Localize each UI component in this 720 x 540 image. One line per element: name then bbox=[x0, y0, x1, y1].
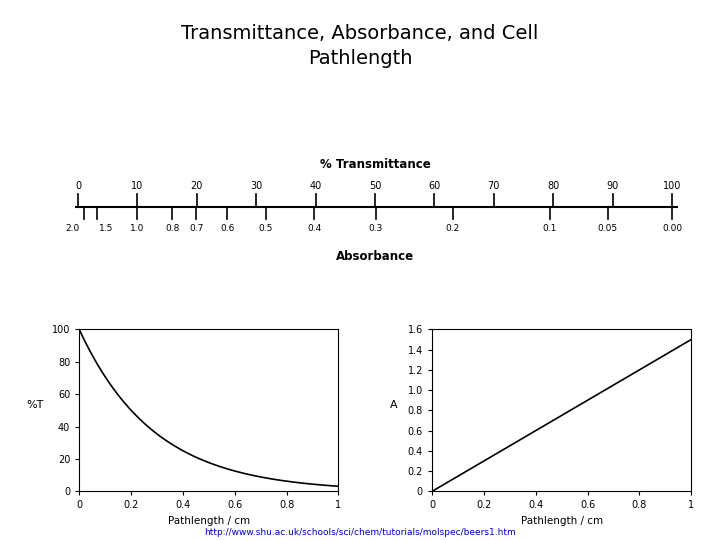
Text: 2.0: 2.0 bbox=[65, 224, 79, 233]
Text: 0.8: 0.8 bbox=[165, 224, 179, 233]
Text: 0.4: 0.4 bbox=[307, 224, 322, 233]
Text: 0.7: 0.7 bbox=[189, 224, 204, 233]
Y-axis label: A: A bbox=[390, 400, 397, 410]
Text: 30: 30 bbox=[250, 181, 262, 191]
Text: Absorbance: Absorbance bbox=[336, 249, 414, 262]
Text: 0.5: 0.5 bbox=[258, 224, 273, 233]
Y-axis label: %T: %T bbox=[27, 400, 44, 410]
Text: 20: 20 bbox=[191, 181, 203, 191]
Text: 0: 0 bbox=[75, 181, 81, 191]
Text: Transmittance, Absorbance, and Cell
Pathlength: Transmittance, Absorbance, and Cell Path… bbox=[181, 24, 539, 68]
Text: 0.6: 0.6 bbox=[220, 224, 235, 233]
Text: 10: 10 bbox=[131, 181, 143, 191]
Text: 100: 100 bbox=[663, 181, 681, 191]
Text: 80: 80 bbox=[547, 181, 559, 191]
Text: 90: 90 bbox=[606, 181, 618, 191]
X-axis label: Pathlength / cm: Pathlength / cm bbox=[521, 516, 603, 526]
X-axis label: Pathlength / cm: Pathlength / cm bbox=[168, 516, 250, 526]
Text: 50: 50 bbox=[369, 181, 381, 191]
Text: 40: 40 bbox=[310, 181, 322, 191]
Text: 1.5: 1.5 bbox=[99, 224, 113, 233]
Text: 0.05: 0.05 bbox=[598, 224, 618, 233]
Text: http://www.shu.ac.uk/schools/sci/chem/tutorials/molspec/beers1.htm: http://www.shu.ac.uk/schools/sci/chem/tu… bbox=[204, 528, 516, 537]
Text: 60: 60 bbox=[428, 181, 441, 191]
Text: 0.1: 0.1 bbox=[543, 224, 557, 233]
Text: % Transmittance: % Transmittance bbox=[320, 158, 431, 171]
Text: 0.00: 0.00 bbox=[662, 224, 682, 233]
Text: 1.0: 1.0 bbox=[130, 224, 145, 233]
Text: 70: 70 bbox=[487, 181, 500, 191]
Text: 0.3: 0.3 bbox=[369, 224, 383, 233]
Text: 0.2: 0.2 bbox=[446, 224, 460, 233]
